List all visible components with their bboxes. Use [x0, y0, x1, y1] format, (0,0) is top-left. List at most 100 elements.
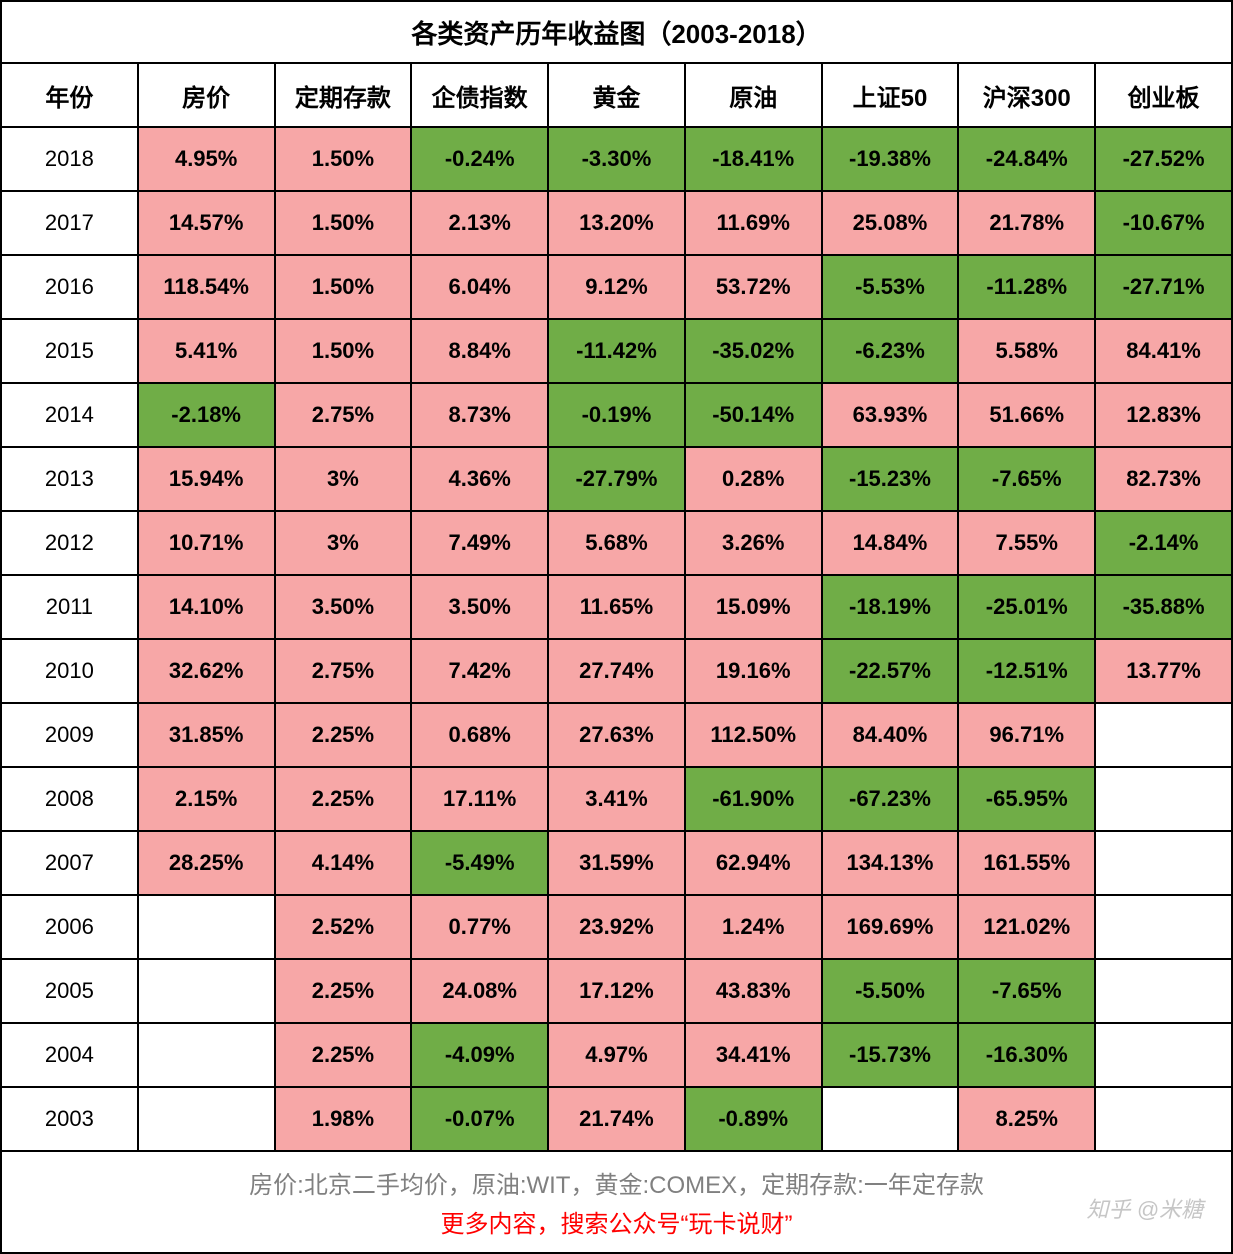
- value-cell: -5.50%: [822, 959, 959, 1023]
- value-cell: 23.92%: [548, 895, 685, 959]
- value-cell: 51.66%: [958, 383, 1095, 447]
- value-cell: 3.50%: [411, 575, 548, 639]
- year-cell: 2013: [1, 447, 138, 511]
- value-cell: 8.73%: [411, 383, 548, 447]
- value-cell: 63.93%: [822, 383, 959, 447]
- value-cell: 4.36%: [411, 447, 548, 511]
- value-cell: -11.28%: [958, 255, 1095, 319]
- value-cell: 8.84%: [411, 319, 548, 383]
- col-chinext: 创业板: [1095, 63, 1232, 127]
- col-deposit: 定期存款: [275, 63, 412, 127]
- value-cell: 7.49%: [411, 511, 548, 575]
- value-cell: -35.88%: [1095, 575, 1232, 639]
- value-cell: -5.49%: [411, 831, 548, 895]
- value-cell: [1095, 831, 1232, 895]
- table-row: 201315.94%3%4.36%-27.79%0.28%-15.23%-7.6…: [1, 447, 1232, 511]
- value-cell: 3%: [275, 447, 412, 511]
- table-title: 各类资产历年收益图（2003-2018）: [1, 1, 1232, 63]
- value-cell: -50.14%: [685, 383, 822, 447]
- value-cell: -4.09%: [411, 1023, 548, 1087]
- value-cell: -0.07%: [411, 1087, 548, 1151]
- table-body: 20184.95%1.50%-0.24%-3.30%-18.41%-19.38%…: [1, 127, 1232, 1151]
- value-cell: [1095, 767, 1232, 831]
- value-cell: 32.62%: [138, 639, 275, 703]
- table-footer: 房价:北京二手均价，原油:WIT，黄金:COMEX，定期存款:一年定存款 更多内…: [1, 1151, 1232, 1253]
- value-cell: [1095, 1023, 1232, 1087]
- value-cell: 7.42%: [411, 639, 548, 703]
- col-sse50: 上证50: [822, 63, 959, 127]
- value-cell: 169.69%: [822, 895, 959, 959]
- value-cell: -67.23%: [822, 767, 959, 831]
- value-cell: 34.41%: [685, 1023, 822, 1087]
- value-cell: -0.24%: [411, 127, 548, 191]
- value-cell: -11.42%: [548, 319, 685, 383]
- table-row: 201210.71%3%7.49%5.68%3.26%14.84%7.55%-2…: [1, 511, 1232, 575]
- value-cell: 14.10%: [138, 575, 275, 639]
- footnote-promo: 更多内容，搜索公众号“玩卡说财”: [2, 1204, 1231, 1239]
- value-cell: [1095, 895, 1232, 959]
- value-cell: -61.90%: [685, 767, 822, 831]
- value-cell: 17.11%: [411, 767, 548, 831]
- table-row: 20062.52%0.77%23.92%1.24%169.69%121.02%: [1, 895, 1232, 959]
- table-row: 20155.41%1.50%8.84%-11.42%-35.02%-6.23%5…: [1, 319, 1232, 383]
- table-row: 200931.85%2.25%0.68%27.63%112.50%84.40%9…: [1, 703, 1232, 767]
- value-cell: 2.25%: [275, 703, 412, 767]
- year-cell: 2009: [1, 703, 138, 767]
- year-cell: 2015: [1, 319, 138, 383]
- value-cell: [138, 895, 275, 959]
- value-cell: -27.71%: [1095, 255, 1232, 319]
- value-cell: [138, 1023, 275, 1087]
- value-cell: -18.19%: [822, 575, 959, 639]
- value-cell: 3%: [275, 511, 412, 575]
- value-cell: 3.41%: [548, 767, 685, 831]
- value-cell: 43.83%: [685, 959, 822, 1023]
- value-cell: 15.94%: [138, 447, 275, 511]
- value-cell: 2.25%: [275, 767, 412, 831]
- value-cell: 2.75%: [275, 639, 412, 703]
- value-cell: 2.15%: [138, 767, 275, 831]
- value-cell: 0.28%: [685, 447, 822, 511]
- value-cell: -15.73%: [822, 1023, 959, 1087]
- value-cell: -0.19%: [548, 383, 685, 447]
- table-row: 2016118.54%1.50%6.04%9.12%53.72%-5.53%-1…: [1, 255, 1232, 319]
- asset-returns-table: 各类资产历年收益图（2003-2018） 年份 房价 定期存款 企债指数 黄金 …: [0, 0, 1233, 1254]
- value-cell: -5.53%: [822, 255, 959, 319]
- year-cell: 2003: [1, 1087, 138, 1151]
- table-row: 2014-2.18%2.75%8.73%-0.19%-50.14%63.93%5…: [1, 383, 1232, 447]
- value-cell: -16.30%: [958, 1023, 1095, 1087]
- value-cell: -27.52%: [1095, 127, 1232, 191]
- col-gold: 黄金: [548, 63, 685, 127]
- value-cell: 1.50%: [275, 319, 412, 383]
- value-cell: 25.08%: [822, 191, 959, 255]
- value-cell: 31.59%: [548, 831, 685, 895]
- value-cell: 7.55%: [958, 511, 1095, 575]
- value-cell: 0.68%: [411, 703, 548, 767]
- value-cell: 4.95%: [138, 127, 275, 191]
- year-cell: 2006: [1, 895, 138, 959]
- value-cell: -7.65%: [958, 959, 1095, 1023]
- value-cell: 1.50%: [275, 127, 412, 191]
- value-cell: 10.71%: [138, 511, 275, 575]
- value-cell: -25.01%: [958, 575, 1095, 639]
- value-cell: 17.12%: [548, 959, 685, 1023]
- value-cell: 1.24%: [685, 895, 822, 959]
- year-cell: 2017: [1, 191, 138, 255]
- value-cell: 1.50%: [275, 255, 412, 319]
- value-cell: 84.41%: [1095, 319, 1232, 383]
- value-cell: 62.94%: [685, 831, 822, 895]
- value-cell: -22.57%: [822, 639, 959, 703]
- value-cell: 27.63%: [548, 703, 685, 767]
- year-cell: 2005: [1, 959, 138, 1023]
- value-cell: -24.84%: [958, 127, 1095, 191]
- value-cell: 2.25%: [275, 959, 412, 1023]
- value-cell: -10.67%: [1095, 191, 1232, 255]
- value-cell: [1095, 959, 1232, 1023]
- year-cell: 2018: [1, 127, 138, 191]
- value-cell: 11.65%: [548, 575, 685, 639]
- value-cell: -2.14%: [1095, 511, 1232, 575]
- value-cell: 13.77%: [1095, 639, 1232, 703]
- value-cell: -3.30%: [548, 127, 685, 191]
- value-cell: [1095, 703, 1232, 767]
- year-cell: 2004: [1, 1023, 138, 1087]
- year-cell: 2011: [1, 575, 138, 639]
